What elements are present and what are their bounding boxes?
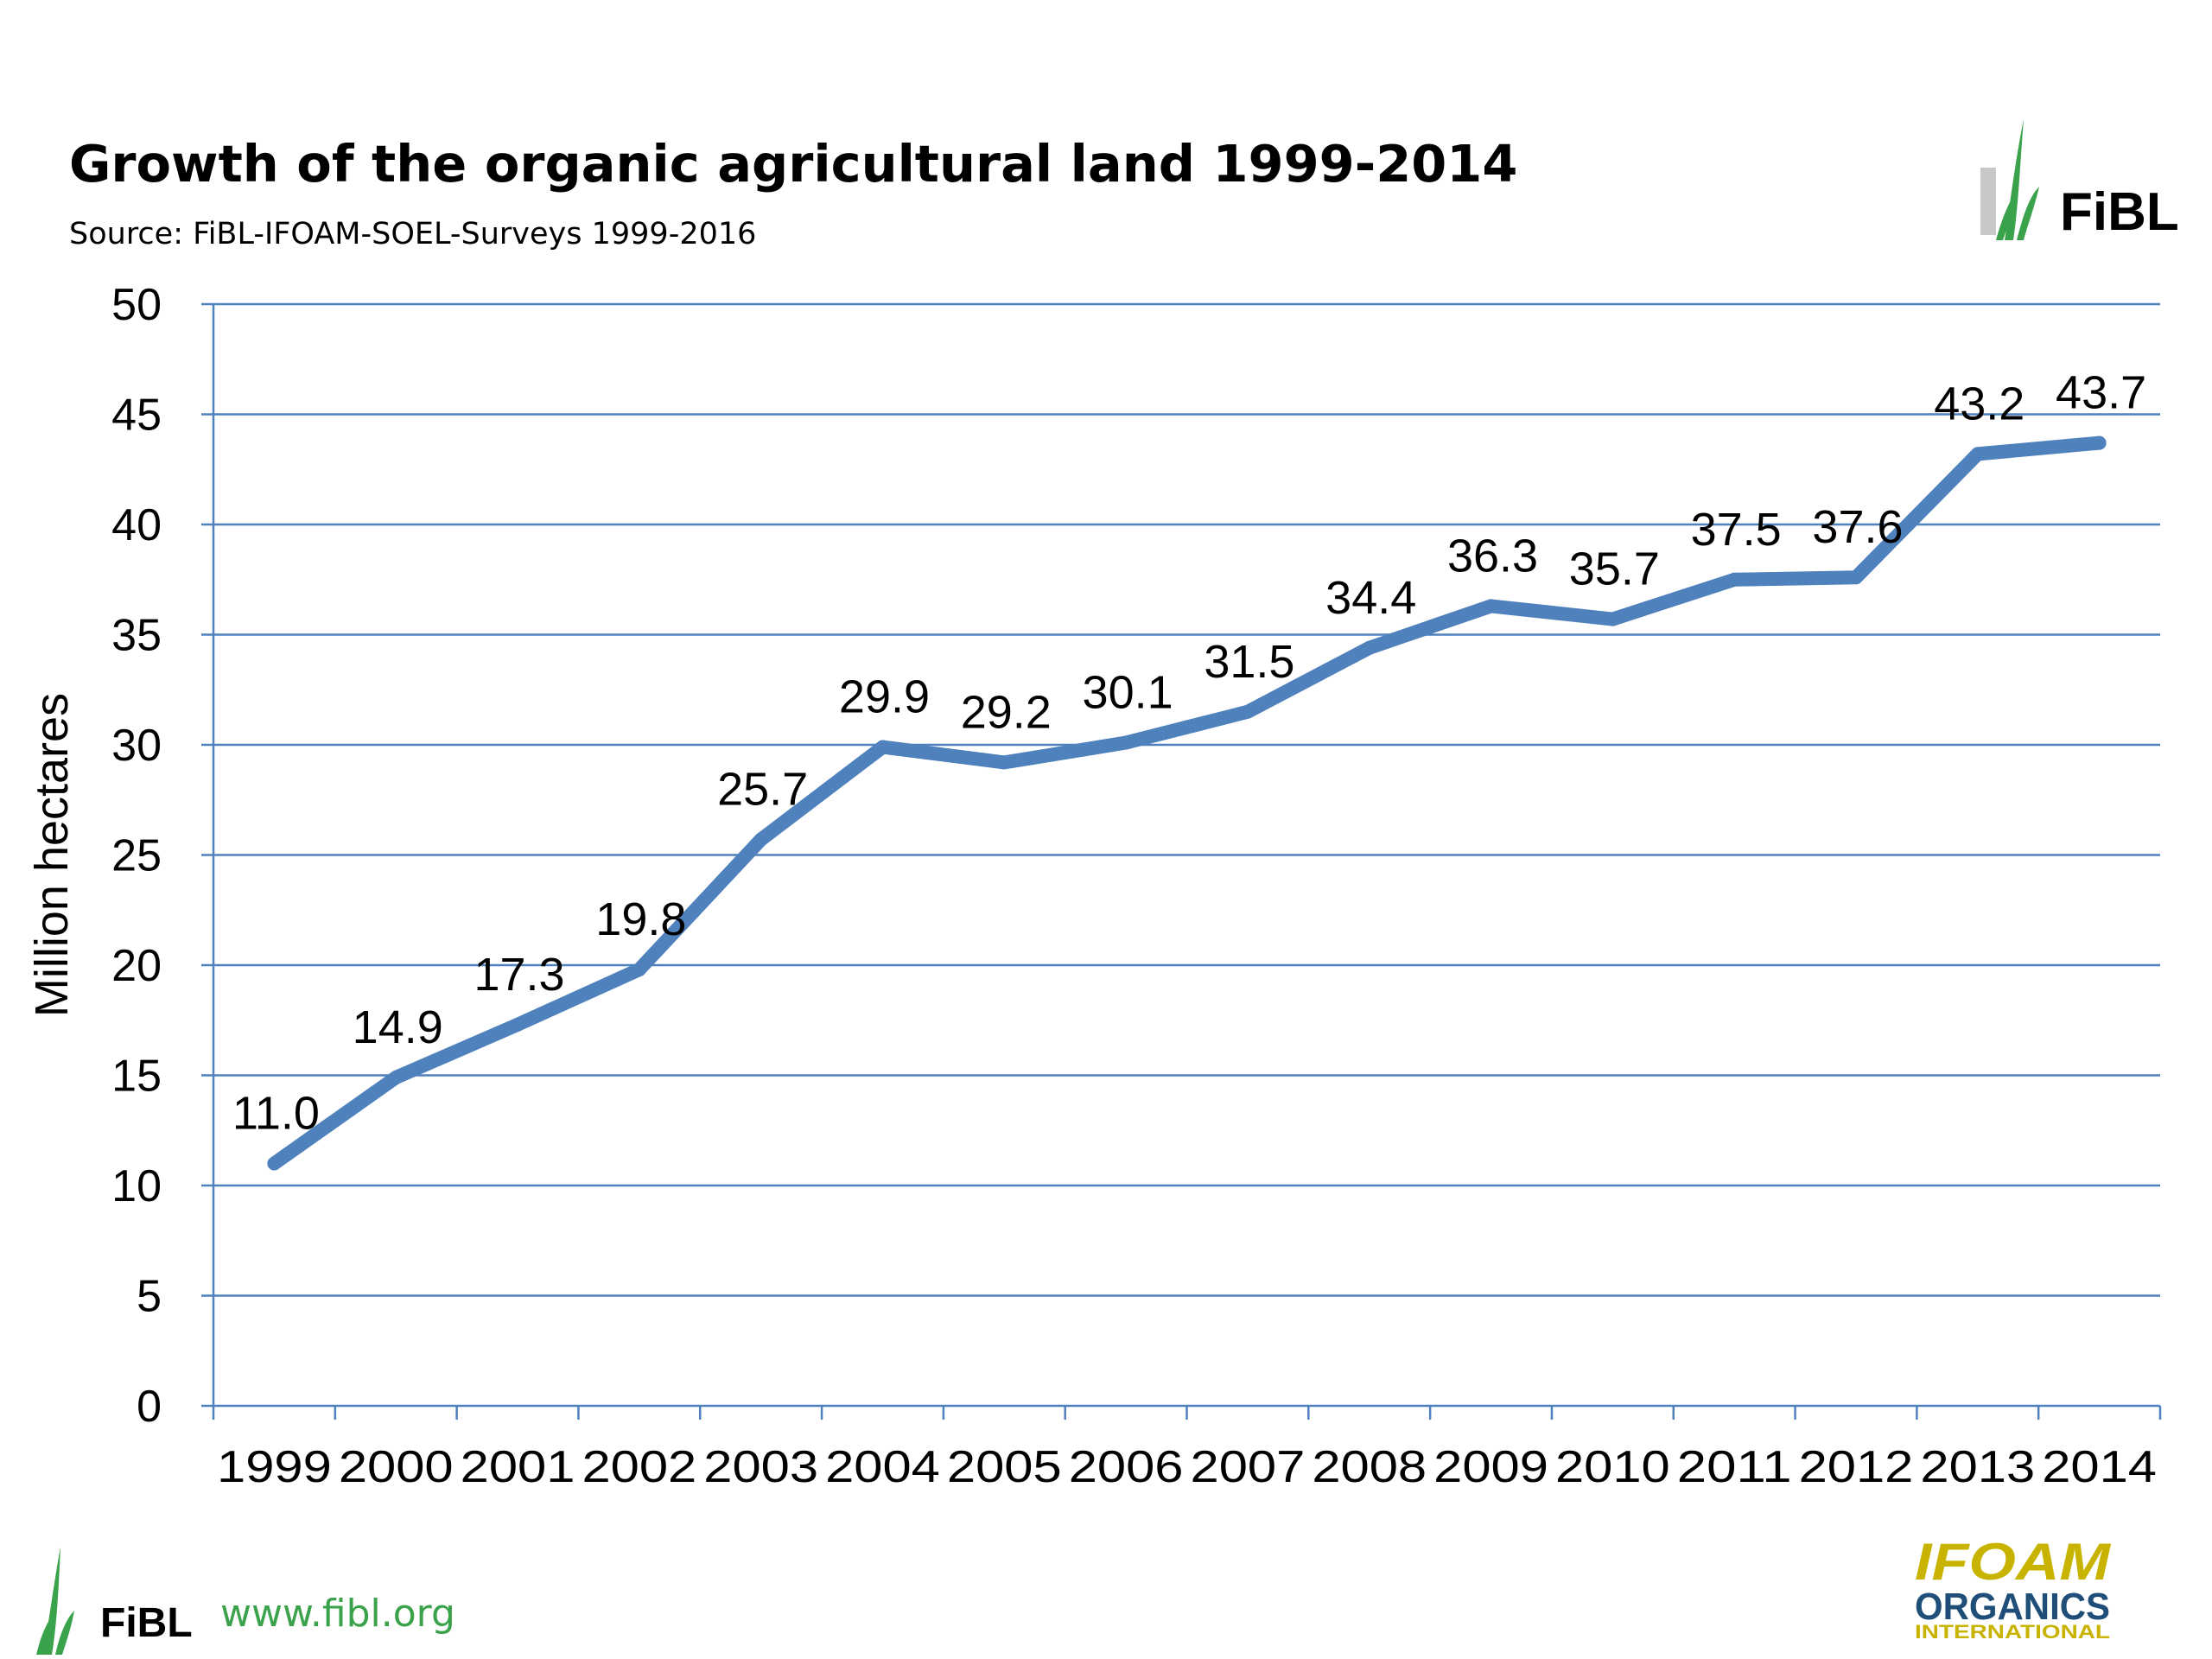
y-tick-label: 45 [111,391,162,441]
data-point [1119,735,1134,750]
fibl-logo-top-leaf-3 [2017,187,2039,240]
data-point [1484,599,1498,613]
data-point [267,1156,282,1171]
x-tick-label: 2013 [1920,1442,2035,1492]
data-label: 34.4 [1325,572,1416,624]
axes [201,302,2162,1420]
y-axis-label: Million hectares [26,693,78,1017]
x-tick-label: 2000 [339,1442,454,1492]
data-point [1240,704,1255,719]
series [267,435,2107,1171]
x-tick-label: 2010 [1555,1442,1670,1492]
data-point [1848,570,1863,585]
y-tick-labels: 0 5 10 15 20 25 30 35 40 45 50 [111,280,162,1432]
x-tick-label: 2008 [1312,1442,1427,1492]
data-label: 30.1 [1083,666,1173,718]
ifoam-international-text: INTERNATIONAL [1915,1621,2110,1642]
x-tick-label: 2007 [1191,1442,1306,1492]
data-label: 19.8 [595,893,686,945]
data-label: 35.7 [1569,543,1660,595]
y-tick-label: 30 [111,721,162,771]
x-tick-label: 2003 [703,1442,818,1492]
fibl-logo-bottom-text: FiBL [100,1600,193,1646]
data-label: 43.7 [2056,367,2146,419]
x-tick-label: 2006 [1069,1442,1184,1492]
gridlines [213,302,2160,1297]
data-label: 36.3 [1447,530,1538,582]
data-label: 25.7 [717,764,808,816]
data-point [1362,640,1376,655]
y-tick-label: 5 [137,1272,162,1322]
data-labels: 11.0 14.9 17.3 19.8 25.7 29.9 29.2 30.1 31.5 34.4… [232,367,2146,1140]
data-point [2092,435,2107,450]
fibl-logo-top: FiBL [1980,119,2179,242]
y-tick-label: 20 [111,941,162,991]
fibl-logo-bottom-leaf [43,1547,60,1655]
data-point [1727,572,1742,587]
data-point [875,740,890,754]
x-tick-label: 2014 [2042,1442,2157,1492]
data-label: 14.9 [353,1001,443,1053]
data-point [997,755,1012,770]
data-label: 29.9 [839,671,930,723]
data-point [511,1017,525,1032]
y-tick-label: 25 [111,831,162,881]
ifoam-organics-text: ORGANICS [1915,1586,2110,1628]
x-tick-label: 2009 [1433,1442,1548,1492]
data-label: 37.5 [1691,504,1782,556]
x-tick-label: 2012 [1799,1442,1914,1492]
data-label: 43.2 [1934,378,2024,429]
x-tick-labels: 1999 2000 2001 2002 2003 2004 2005 2006 2007 2008… [217,1442,2157,1492]
y-tick-label: 50 [111,280,162,330]
y-tick-label: 15 [111,1052,162,1102]
chart-source: Source: FiBL-IFOAM-SOEL-Surveys 1999-201… [69,217,757,251]
data-label: 29.2 [961,686,1052,738]
ifoam-logo-text: IFOAM [1915,1533,2112,1591]
x-tick-label: 1999 [217,1442,332,1492]
fibl-logo-bottom-leaf-2 [36,1612,55,1655]
fibl-logo-top-leaf-2 [1996,188,2018,240]
data-point [1970,447,1985,461]
fibl-logo-bottom-leaf-3 [55,1611,74,1655]
data-point [1605,612,1620,626]
x-tick-label: 2004 [825,1442,940,1492]
data-label: 17.3 [474,949,564,1001]
x-tick-label: 2011 [1677,1442,1792,1492]
data-label: 37.6 [1812,501,1903,553]
y-tick-label: 0 [137,1382,162,1432]
y-tick-label: 35 [111,611,162,661]
fibl-logo-top-gray-bar [1980,168,1996,235]
chart-title: Growth of the organic agricultural land … [69,134,1518,194]
y-tick-label: 40 [111,500,162,550]
data-point [389,1071,404,1085]
footer-url-link[interactable]: www.fibl.org [220,1592,455,1636]
fibl-logo-bottom: FiBL [36,1547,193,1655]
data-label: 11.0 [232,1088,320,1140]
data-point [632,963,646,977]
ifoam-logo: IFOAM ORGANICS INTERNATIONAL [1915,1533,2112,1642]
data-point [753,832,768,847]
y-tick-label: 10 [111,1161,162,1211]
x-tick-label: 2001 [461,1442,575,1492]
x-tick-label: 2005 [947,1442,1062,1492]
data-label: 31.5 [1204,636,1294,688]
x-tick-label: 2002 [582,1442,696,1492]
series-line [267,435,2107,1171]
fibl-logo-top-text: FiBL [2060,182,2179,242]
